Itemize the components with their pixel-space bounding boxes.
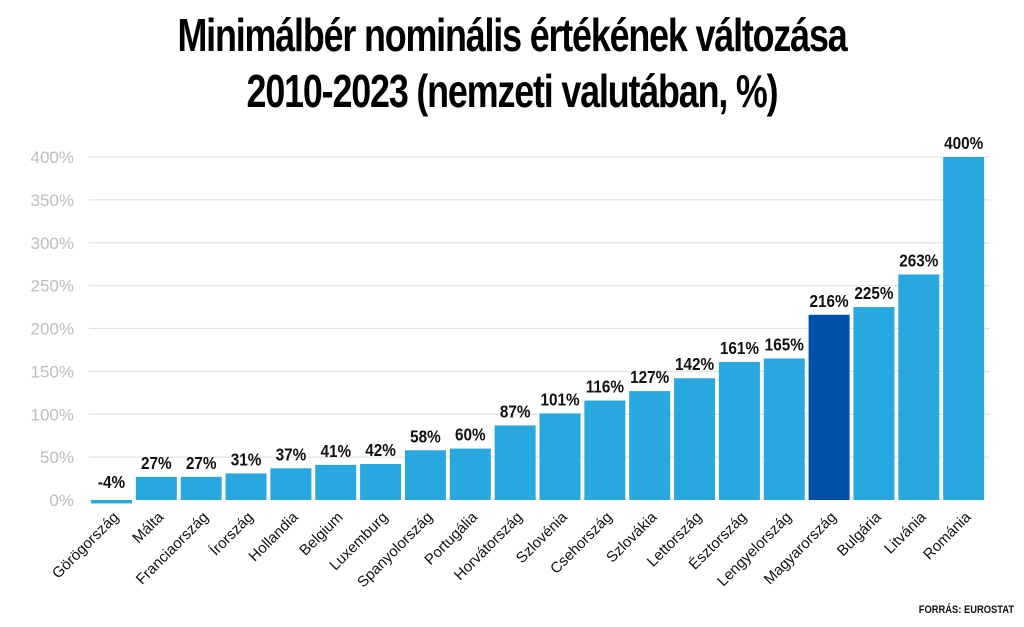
x-tick-label: Románia: [920, 508, 975, 563]
y-tick-label: 150%: [31, 362, 74, 381]
chart-subtitle: 2010-2023 (nemzeti valutában, %): [246, 65, 779, 117]
bar: [943, 157, 985, 500]
bar: [584, 400, 626, 500]
data-label: 31%: [231, 449, 262, 469]
y-axis-ticks: 0% 50% 100% 150% 200% 250% 300% 350% 400%: [31, 148, 74, 510]
bar: [898, 274, 940, 500]
bar: [763, 358, 805, 500]
data-label: 263%: [899, 250, 938, 270]
data-label: 27%: [186, 453, 217, 473]
data-label: -4%: [98, 472, 125, 492]
y-tick-label: 200%: [31, 320, 74, 339]
data-label: 127%: [630, 367, 669, 387]
bar: [629, 391, 671, 500]
data-label: 216%: [810, 291, 849, 311]
bar: [674, 378, 716, 500]
data-label: 225%: [854, 283, 893, 303]
data-label: 27%: [141, 453, 172, 473]
y-tick-label: 400%: [31, 148, 74, 167]
bar: [494, 425, 536, 500]
value-labels: -4% 27% 27% 31% 37% 41% 42% 58% 60% 87% 101% 116% 12…: [98, 133, 983, 492]
y-tick-label: 250%: [31, 277, 74, 296]
bar: [360, 463, 402, 500]
x-tick-label: Hollandia: [245, 508, 302, 565]
bar: [449, 448, 491, 500]
y-tick-label: 100%: [31, 405, 74, 424]
data-label: 42%: [365, 440, 396, 460]
bar: [270, 468, 312, 500]
data-label: 165%: [765, 334, 804, 354]
data-label: 87%: [500, 401, 531, 421]
bar: [180, 476, 222, 500]
data-label: 101%: [540, 389, 579, 409]
bar: [91, 500, 132, 504]
bar: [404, 450, 446, 500]
bar: [539, 413, 581, 500]
bar: [315, 464, 357, 500]
data-label: 37%: [276, 444, 307, 464]
data-label: 41%: [320, 441, 351, 461]
bar: [808, 314, 850, 500]
x-tick-label: Málta: [129, 508, 167, 546]
data-label: 161%: [720, 338, 759, 358]
y-tick-label: 300%: [31, 234, 74, 253]
data-label: 116%: [586, 376, 624, 396]
x-tick-label: Bulgária: [834, 508, 885, 559]
data-label: 142%: [675, 354, 714, 374]
data-label: 60%: [455, 424, 486, 444]
chart-title: Minimálbér nominális értékének változása: [177, 9, 847, 61]
data-label: 58%: [410, 426, 441, 446]
data-label: 400%: [944, 133, 983, 153]
bar: [135, 476, 177, 500]
x-tick-label: Görögország: [49, 509, 122, 582]
source-note: FORRÁS: EUROSTAT: [918, 604, 1014, 616]
bar: [718, 361, 760, 500]
category-labels: Görögország MáltaFranciaországÍrországHol…: [49, 508, 975, 591]
bar: [225, 473, 267, 500]
bar: [853, 307, 895, 500]
bars: [91, 157, 985, 504]
y-tick-label: 50%: [40, 448, 74, 467]
y-tick-label: 350%: [31, 191, 74, 210]
y-tick-label: 0%: [49, 491, 74, 510]
